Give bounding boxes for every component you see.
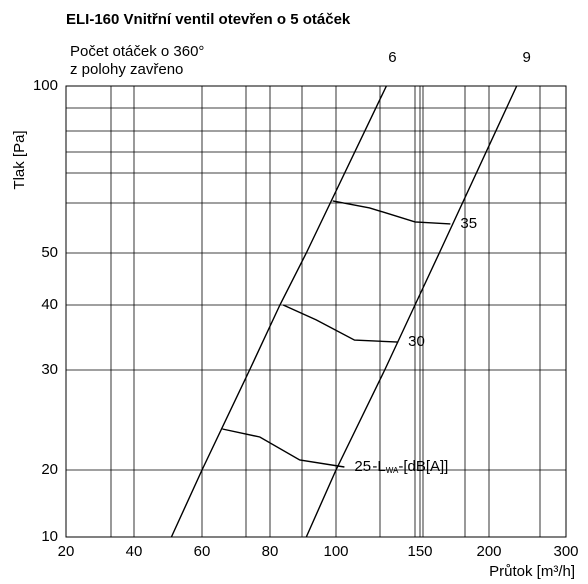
data-line [222,428,345,468]
x-tick-label: 20 [58,543,75,560]
y-tick-label: 10 [41,528,58,545]
x-tick-label: 200 [476,543,501,560]
x-tick-label: 80 [262,543,279,560]
x-axis-label: Průtok [m³/h] [489,563,575,580]
series-label: 9 [523,49,531,66]
data-line [305,85,518,538]
x-tick-label: 40 [126,543,143,560]
y-tick-label: 20 [41,461,58,478]
noise-label-sub: WA [386,466,399,475]
series-label: 30 [408,333,425,350]
y-tick-label: 50 [41,244,58,261]
series-label: 35 [460,215,477,232]
data-line [332,200,451,225]
x-tick-label: 150 [407,543,432,560]
noise-label-part: -L [372,458,385,475]
y-axis-label: Tlak [Pa] [11,130,28,189]
note: Počet otáček o 360° [70,43,204,60]
noise-label: -LWA-[dB[A]] [372,458,448,475]
series-label: 25 [354,458,371,475]
chart-title: ELI-160 Vnitřní ventil otevřen o 5 otáče… [66,11,351,28]
x-tick-label: 60 [194,543,211,560]
series-label: 6 [388,49,396,66]
x-tick-label: 100 [323,543,348,560]
note: z polohy zavřeno [70,61,183,78]
data-line [282,304,399,343]
plot-frame [65,85,567,538]
x-tick-label: 300 [553,543,578,560]
y-tick-label: 40 [41,296,58,313]
noise-label-part: -[dB[A]] [398,458,448,475]
data-line [170,85,388,538]
y-tick-label: 100 [33,77,58,94]
y-tick-label: 30 [41,361,58,378]
